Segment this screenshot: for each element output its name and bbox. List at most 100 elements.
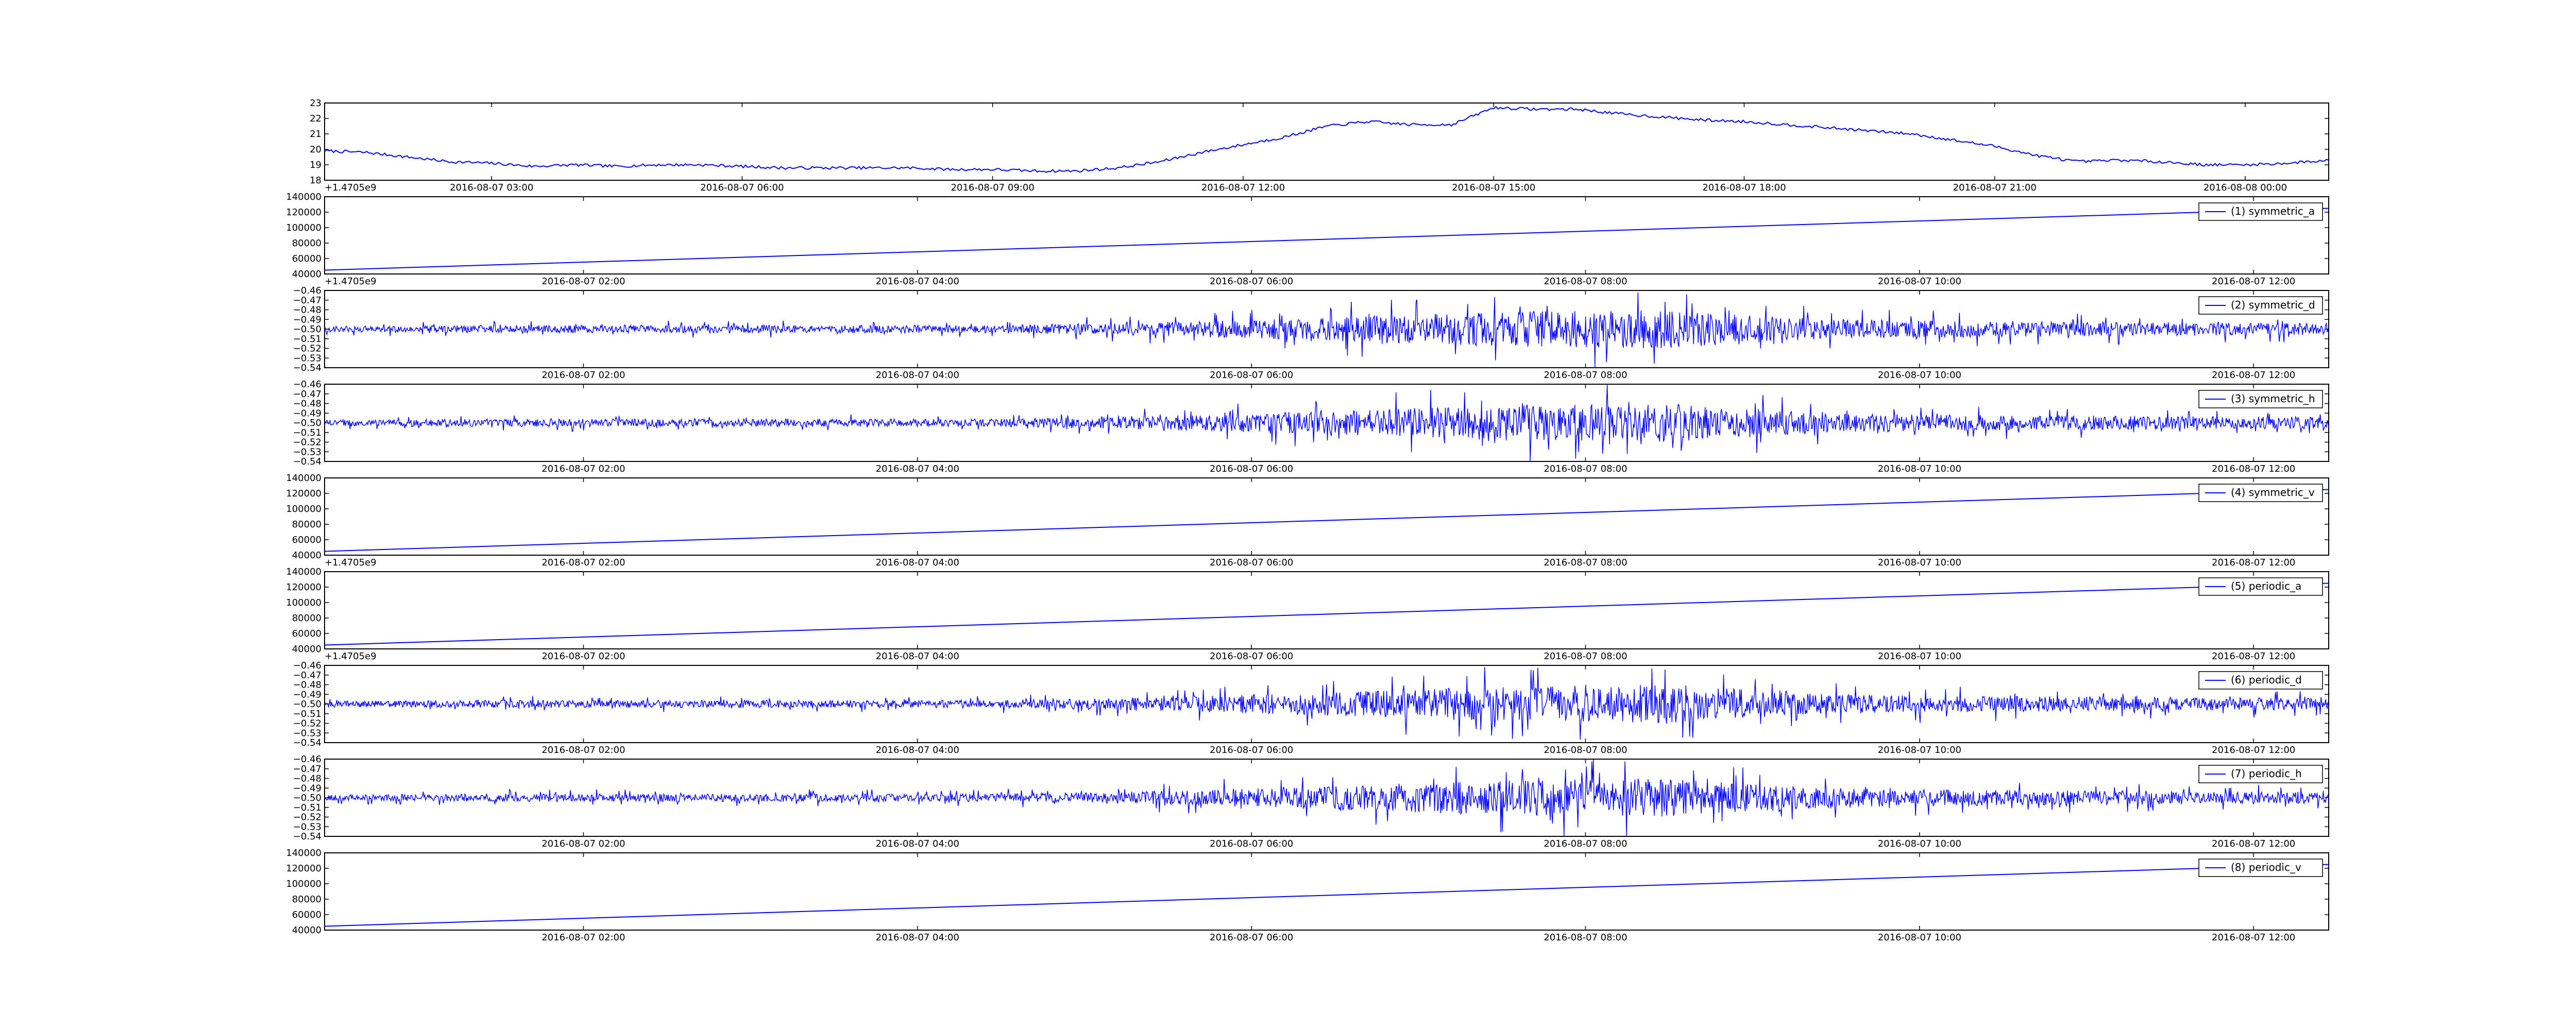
legend: (6) periodic_d — [2198, 671, 2323, 690]
x-offset-label: +1.4705e9 — [325, 182, 377, 193]
y-tick-label: −0.53 — [293, 353, 321, 364]
y-tick-label: 140000 — [286, 848, 321, 859]
x-tick-label: 2016-08-07 12:00 — [2212, 932, 2295, 943]
x-tick-label: 2016-08-08 00:00 — [2204, 182, 2287, 193]
y-tick-label: 100000 — [286, 597, 321, 608]
series-line — [324, 106, 2329, 173]
x-tick-label: 2016-08-07 08:00 — [1544, 557, 1627, 568]
x-tick-label: 2016-08-07 10:00 — [1878, 651, 1961, 662]
y-tick-label: 100000 — [286, 222, 321, 233]
x-tick-label: 2016-08-07 10:00 — [1878, 838, 1961, 849]
y-tick-label: −0.51 — [293, 709, 321, 719]
y-tick-label: −0.50 — [293, 418, 321, 428]
y-tick-label: 120000 — [286, 207, 321, 218]
x-tick-label: 2016-08-07 06:00 — [1210, 276, 1293, 287]
legend-box — [2198, 859, 2323, 877]
axes-frame — [324, 571, 2329, 649]
y-tick-label: 100000 — [286, 879, 321, 889]
y-tick-label: −0.54 — [293, 363, 321, 373]
subplot-7: −0.54−0.53−0.52−0.51−0.50−0.49−0.48−0.47… — [293, 660, 2329, 756]
y-tick-label: 21 — [310, 129, 321, 140]
x-offset-label: +1.4705e9 — [325, 651, 377, 662]
x-tick-label: 2016-08-07 12:00 — [2212, 276, 2295, 287]
legend-label: (4) symmetric_v — [2231, 486, 2315, 499]
subplot-5: 40000 60000 80000 100000 120000 140000 2016-08… — [286, 473, 2329, 568]
y-tick-label: 60000 — [292, 909, 321, 920]
axes-frame — [324, 196, 2329, 274]
y-tick-label: −0.48 — [293, 399, 321, 409]
x-tick-label: 2016-08-07 12:00 — [2212, 464, 2295, 474]
x-tick-label: 2016-08-07 04:00 — [876, 932, 959, 943]
y-tick-label: −0.50 — [293, 324, 321, 335]
x-tick-label: 2016-08-07 06:00 — [1210, 745, 1293, 756]
y-tick-label: −0.51 — [293, 802, 321, 813]
y-tick-label: 40000 — [292, 550, 321, 561]
y-tick-label: 60000 — [292, 628, 321, 639]
x-tick-label: 2016-08-07 02:00 — [541, 557, 625, 568]
y-tick-label: −0.47 — [293, 670, 321, 681]
x-tick-label: 2016-08-07 08:00 — [1544, 464, 1627, 474]
y-tick-label: 40000 — [292, 925, 321, 936]
series-line — [324, 208, 2329, 271]
x-offset-label: +1.4705e9 — [325, 276, 377, 287]
legend-label: (6) periodic_d — [2231, 674, 2302, 686]
y-tick-label: 80000 — [292, 894, 321, 905]
subplot-6: 40000 60000 80000 100000 120000 140000 2016-08… — [286, 566, 2329, 662]
y-tick-label: 140000 — [286, 566, 321, 577]
x-tick-label: 2016-08-07 10:00 — [1878, 932, 1961, 943]
x-tick-label: 2016-08-07 04:00 — [876, 745, 959, 756]
x-tick-label: 2016-08-07 12:00 — [2212, 745, 2295, 756]
y-tick-label: −0.53 — [293, 728, 321, 739]
y-tick-label: −0.51 — [293, 334, 321, 345]
axes-frame — [324, 102, 2329, 181]
x-tick-label: 2016-08-07 02:00 — [541, 370, 625, 381]
x-tick-label: 2016-08-07 08:00 — [1544, 745, 1627, 756]
y-tick-label: −0.54 — [293, 831, 321, 842]
y-tick-label: −0.50 — [293, 699, 321, 710]
y-tick-label: −0.47 — [293, 389, 321, 400]
x-tick-label: 2016-08-07 21:00 — [1953, 182, 2037, 193]
series-line — [324, 385, 2329, 461]
y-tick-label: 60000 — [292, 535, 321, 545]
legend: (1) symmetric_a — [2198, 202, 2323, 221]
series-line — [324, 759, 2329, 836]
y-tick-label: 140000 — [286, 473, 321, 484]
x-tick-label: 2016-08-07 09:00 — [951, 182, 1035, 193]
y-tick-label: 120000 — [286, 582, 321, 593]
legend-label: (1) symmetric_a — [2231, 205, 2315, 217]
y-tick-label: 100000 — [286, 504, 321, 514]
y-tick-label: 120000 — [286, 488, 321, 499]
x-tick-label: 2016-08-07 06:00 — [1210, 370, 1293, 381]
x-tick-label: 2016-08-07 10:00 — [1878, 557, 1961, 568]
y-tick-label: −0.46 — [293, 379, 321, 390]
legend-label: (7) periodic_h — [2231, 767, 2302, 780]
y-tick-label: 80000 — [292, 238, 321, 249]
series-line — [324, 667, 2329, 740]
x-tick-label: 2016-08-07 02:00 — [541, 464, 625, 474]
axes-frame — [324, 290, 2329, 368]
y-tick-label: −0.46 — [293, 754, 321, 765]
legend: (8) periodic_v — [2198, 859, 2323, 877]
legend-label: (5) periodic_a — [2231, 580, 2301, 592]
x-tick-label: 2016-08-07 12:00 — [2212, 651, 2295, 662]
x-tick-label: 2016-08-07 10:00 — [1878, 370, 1961, 381]
x-tick-label: 2016-08-07 08:00 — [1544, 838, 1627, 849]
x-tick-label: 2016-08-07 12:00 — [2212, 557, 2295, 568]
y-tick-label: −0.53 — [293, 447, 321, 457]
legend-label: (3) symmetric_h — [2231, 392, 2315, 405]
subplot-8: −0.54−0.53−0.52−0.51−0.50−0.49−0.48−0.47… — [293, 754, 2329, 849]
subplot-9: 40000 60000 80000 100000 120000 140000 2016-08… — [286, 848, 2329, 943]
y-tick-label: −0.52 — [293, 344, 321, 354]
y-tick-label: −0.47 — [293, 764, 321, 775]
legend: (2) symmetric_d — [2198, 296, 2323, 315]
x-tick-label: 2016-08-07 02:00 — [541, 745, 625, 756]
x-tick-label: 2016-08-07 10:00 — [1878, 745, 1961, 756]
y-tick-label: 19 — [310, 160, 321, 170]
x-tick-label: 2016-08-07 06:00 — [700, 182, 784, 193]
x-tick-label: 2016-08-07 08:00 — [1544, 651, 1627, 662]
y-tick-label: 140000 — [286, 192, 321, 202]
y-tick-label: −0.54 — [293, 737, 321, 748]
y-tick-label: −0.50 — [293, 793, 321, 803]
x-tick-label: 2016-08-07 04:00 — [876, 838, 959, 849]
